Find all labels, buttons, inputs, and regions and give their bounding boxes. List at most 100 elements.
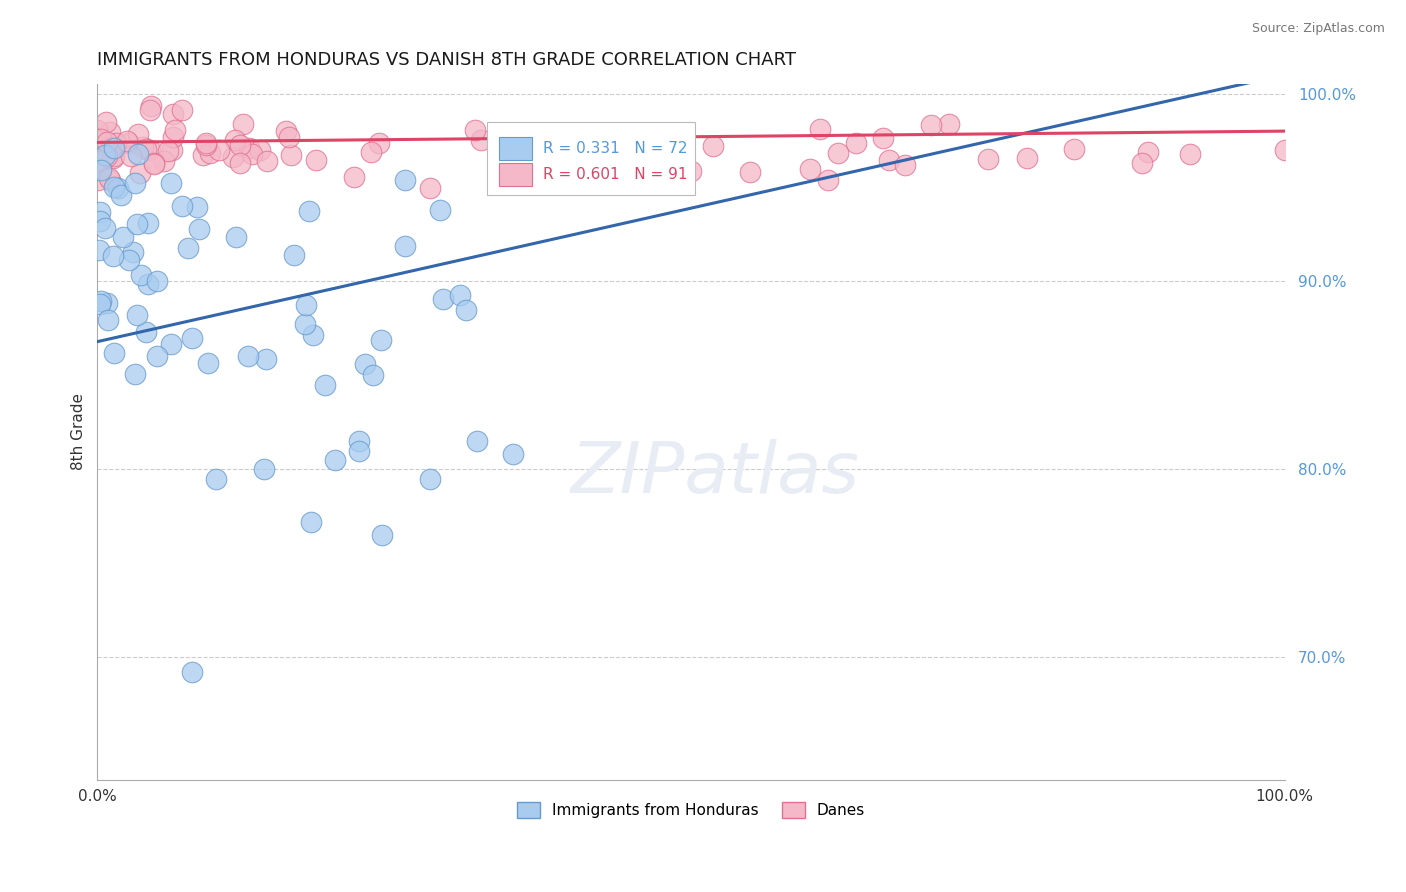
Point — [89, 214, 111, 228]
Point — [89, 204, 111, 219]
Point — [143, 155, 166, 169]
Point — [347, 434, 370, 449]
Point — [558, 153, 581, 167]
Point — [139, 103, 162, 118]
Point — [101, 250, 124, 264]
Point — [94, 148, 117, 162]
Point — [170, 199, 193, 213]
Point — [256, 154, 278, 169]
Point — [135, 142, 157, 156]
Point — [160, 143, 183, 157]
Point — [191, 147, 214, 161]
Point — [101, 152, 124, 166]
Point — [194, 138, 217, 153]
Point — [146, 274, 169, 288]
Point — [637, 174, 659, 188]
Point — [124, 367, 146, 381]
Point — [120, 149, 142, 163]
Point — [107, 181, 129, 195]
Point — [429, 202, 451, 217]
Point — [104, 136, 127, 150]
Point — [208, 143, 231, 157]
Point — [314, 378, 336, 392]
Point — [89, 243, 111, 257]
Point — [368, 136, 391, 151]
Point — [127, 128, 149, 142]
Point — [238, 141, 260, 155]
Point — [125, 308, 148, 322]
Point — [394, 173, 416, 187]
Point — [136, 277, 159, 292]
Point — [224, 133, 246, 147]
Point — [370, 333, 392, 347]
Text: IMMIGRANTS FROM HONDURAS VS DANISH 8TH GRADE CORRELATION CHART: IMMIGRANTS FROM HONDURAS VS DANISH 8TH G… — [97, 51, 796, 69]
Point — [394, 239, 416, 253]
Point — [142, 157, 165, 171]
Point — [90, 132, 112, 146]
Point — [181, 331, 204, 345]
Point — [112, 229, 135, 244]
Point — [363, 368, 385, 383]
Point — [98, 171, 121, 186]
Point — [222, 149, 245, 163]
Point — [135, 325, 157, 339]
Point — [301, 327, 323, 342]
Point — [592, 144, 614, 158]
Point — [96, 149, 118, 163]
Point — [103, 345, 125, 359]
Point — [526, 148, 548, 162]
Y-axis label: 8th Grade: 8th Grade — [72, 393, 86, 470]
Point — [277, 130, 299, 145]
Point — [817, 173, 839, 187]
Point — [153, 153, 176, 168]
Point — [827, 146, 849, 161]
Point — [229, 156, 252, 170]
Point — [89, 297, 111, 311]
Point — [465, 434, 488, 449]
Point — [299, 515, 322, 529]
FancyBboxPatch shape — [486, 122, 695, 195]
Point — [124, 176, 146, 190]
Point — [96, 135, 118, 149]
Point — [295, 298, 318, 312]
Point — [94, 115, 117, 129]
Point — [432, 292, 454, 306]
Point — [129, 268, 152, 283]
Point — [90, 163, 112, 178]
Point — [181, 665, 204, 680]
Point — [799, 161, 821, 176]
Point — [98, 125, 121, 139]
Point — [115, 134, 138, 148]
Point — [274, 124, 297, 138]
Point — [138, 143, 160, 157]
Point — [1063, 142, 1085, 156]
Point — [298, 203, 321, 218]
Point — [1130, 156, 1153, 170]
Point — [136, 216, 159, 230]
Point — [231, 117, 253, 131]
Point — [283, 248, 305, 262]
Point — [100, 140, 122, 154]
Point — [920, 118, 942, 132]
Legend: Immigrants from Honduras, Danes: Immigrants from Honduras, Danes — [510, 796, 872, 824]
Point — [86, 122, 108, 136]
Point — [186, 200, 208, 214]
Point — [110, 188, 132, 202]
Point — [163, 123, 186, 137]
Point — [97, 139, 120, 153]
Point — [640, 169, 662, 183]
Point — [877, 153, 900, 167]
Point — [117, 136, 139, 150]
Point — [122, 244, 145, 259]
Point — [502, 132, 524, 146]
Point — [96, 296, 118, 310]
Point — [188, 222, 211, 236]
Point — [304, 153, 326, 167]
Point — [93, 221, 115, 235]
Point — [702, 139, 724, 153]
Point — [585, 171, 607, 186]
Point — [98, 173, 121, 187]
Point — [419, 472, 441, 486]
Point — [129, 166, 152, 180]
Point — [893, 158, 915, 172]
